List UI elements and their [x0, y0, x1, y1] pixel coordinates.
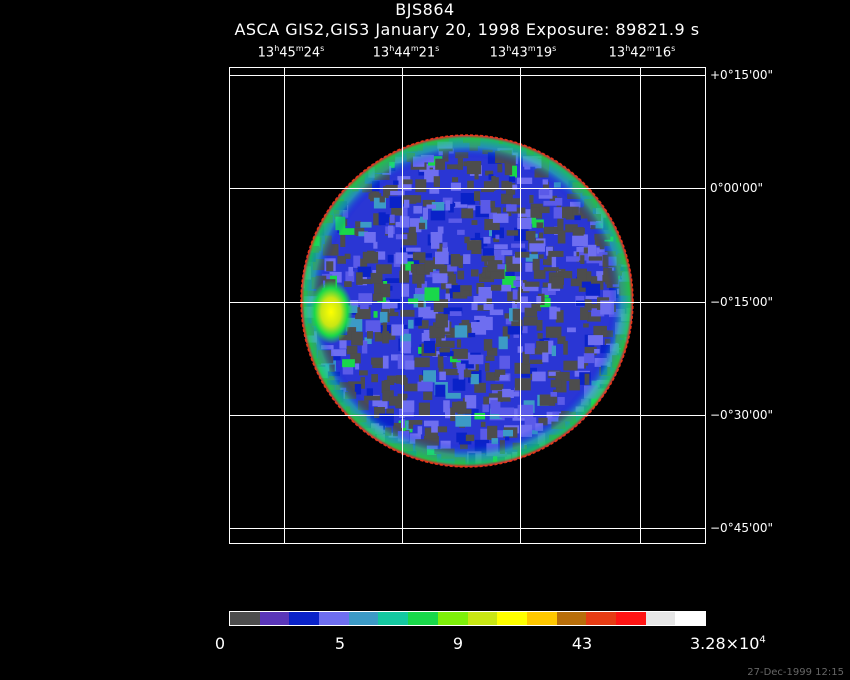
colorbar-swatch: [497, 612, 527, 625]
ra-label: 13h42m16s: [608, 44, 676, 61]
colorbar-swatch: [348, 612, 379, 625]
colorbar-swatch: [319, 612, 349, 625]
colorbar-swatch: [259, 612, 290, 625]
dec-label: 0°00'00": [710, 181, 763, 195]
colorbar: [229, 611, 706, 626]
bright-source: [309, 280, 353, 344]
ra-label: 13h43m19s: [489, 44, 557, 61]
colorbar-swatch: [230, 612, 260, 625]
colorbar-label: 5: [334, 634, 346, 653]
ra-label: 13h45m24s: [257, 44, 325, 61]
colorbar-max-label: 3.28×104: [690, 634, 766, 653]
colorbar-swatch: [408, 612, 438, 625]
colorbar-label: 9: [452, 634, 464, 653]
timestamp: 27-Dec-1999 12:15: [747, 667, 844, 678]
dec-label: −0°15'00": [710, 295, 774, 309]
colorbar-swatch: [645, 612, 676, 625]
colorbar-swatch: [675, 612, 705, 625]
colorbar-swatch: [615, 612, 646, 625]
dec-label: −0°45'00": [710, 521, 774, 535]
colorbar-swatch: [586, 612, 616, 625]
dec-label: −0°30'00": [710, 408, 774, 422]
colorbar-swatch: [467, 612, 498, 625]
colorbar-swatch: [378, 612, 409, 625]
colorbar-swatch: [526, 612, 557, 625]
colorbar-swatch: [289, 612, 320, 625]
coordinate-grid: [229, 67, 706, 544]
dec-label: +0°15'00": [710, 68, 774, 82]
colorbar-label: 43: [571, 634, 593, 653]
colorbar-label: 0: [214, 634, 226, 653]
colorbar-swatch: [556, 612, 587, 625]
colorbar-swatch: [437, 612, 468, 625]
ra-label: 13h44m21s: [372, 44, 440, 61]
plot-title: BJS864: [395, 0, 455, 19]
sky-image: [229, 67, 706, 544]
plot-subtitle: ASCA GIS2,GIS3 January 20, 1998 Exposure…: [234, 20, 700, 39]
